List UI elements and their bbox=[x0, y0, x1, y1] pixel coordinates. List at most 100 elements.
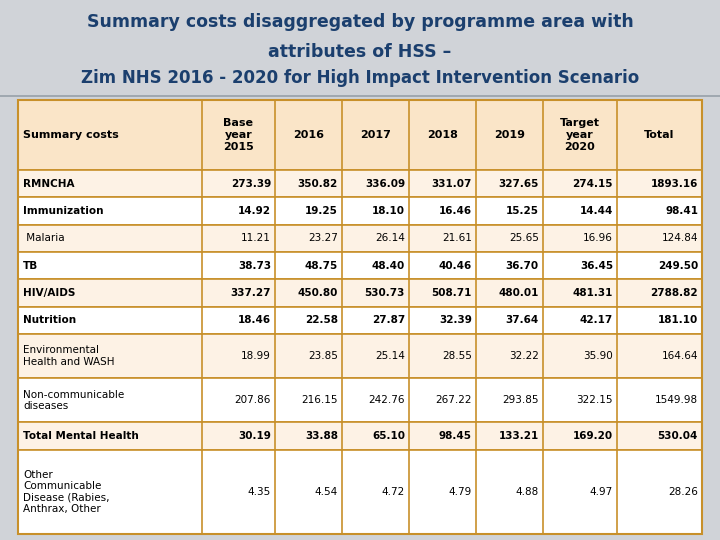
Text: 18.46: 18.46 bbox=[238, 315, 271, 326]
Text: 23.27: 23.27 bbox=[308, 233, 338, 244]
Text: 28.26: 28.26 bbox=[668, 487, 698, 497]
Text: 18.99: 18.99 bbox=[241, 351, 271, 361]
Text: 4.72: 4.72 bbox=[382, 487, 405, 497]
Text: 48.40: 48.40 bbox=[372, 261, 405, 271]
Text: Environmental
Health and WASH: Environmental Health and WASH bbox=[23, 346, 114, 367]
Text: 331.07: 331.07 bbox=[431, 179, 472, 188]
Text: 249.50: 249.50 bbox=[658, 261, 698, 271]
Text: 450.80: 450.80 bbox=[297, 288, 338, 298]
Text: Nutrition: Nutrition bbox=[23, 315, 76, 326]
Text: 530.73: 530.73 bbox=[364, 288, 405, 298]
Bar bbox=[18, 252, 702, 279]
Bar bbox=[0, 0, 720, 95]
Text: 207.86: 207.86 bbox=[235, 395, 271, 406]
Text: 124.84: 124.84 bbox=[662, 233, 698, 244]
Text: 1549.98: 1549.98 bbox=[655, 395, 698, 406]
Text: 38.73: 38.73 bbox=[238, 261, 271, 271]
Text: Other
Communicable
Disease (Rabies,
Anthrax, Other: Other Communicable Disease (Rabies, Anth… bbox=[23, 469, 109, 514]
Text: 16.96: 16.96 bbox=[583, 233, 613, 244]
Text: 98.41: 98.41 bbox=[665, 206, 698, 216]
Text: 169.20: 169.20 bbox=[573, 431, 613, 441]
Text: 4.54: 4.54 bbox=[315, 487, 338, 497]
Text: Base
year
2015: Base year 2015 bbox=[223, 118, 253, 152]
Text: Summary costs disaggregated by programme area with: Summary costs disaggregated by programme… bbox=[86, 13, 634, 31]
Text: 164.64: 164.64 bbox=[662, 351, 698, 361]
Text: 19.25: 19.25 bbox=[305, 206, 338, 216]
Text: 18.10: 18.10 bbox=[372, 206, 405, 216]
Text: 32.39: 32.39 bbox=[439, 315, 472, 326]
Text: 133.21: 133.21 bbox=[499, 431, 539, 441]
Text: Immunization: Immunization bbox=[23, 206, 104, 216]
Bar bbox=[18, 307, 702, 334]
Bar bbox=[18, 197, 702, 225]
Bar bbox=[18, 279, 702, 307]
Text: 242.76: 242.76 bbox=[369, 395, 405, 406]
Text: 22.58: 22.58 bbox=[305, 315, 338, 326]
Text: 181.10: 181.10 bbox=[658, 315, 698, 326]
Text: 267.22: 267.22 bbox=[436, 395, 472, 406]
Text: 40.46: 40.46 bbox=[438, 261, 472, 271]
Text: RMNCHA: RMNCHA bbox=[23, 179, 74, 188]
Text: 481.31: 481.31 bbox=[572, 288, 613, 298]
Text: 336.09: 336.09 bbox=[365, 179, 405, 188]
Text: 337.27: 337.27 bbox=[230, 288, 271, 298]
Text: 1893.16: 1893.16 bbox=[651, 179, 698, 188]
Text: TB: TB bbox=[23, 261, 38, 271]
Bar bbox=[18, 334, 702, 379]
Text: 350.82: 350.82 bbox=[298, 179, 338, 188]
Text: 4.88: 4.88 bbox=[516, 487, 539, 497]
Text: 273.39: 273.39 bbox=[231, 179, 271, 188]
Text: 28.55: 28.55 bbox=[442, 351, 472, 361]
Text: 36.70: 36.70 bbox=[505, 261, 539, 271]
Text: 327.65: 327.65 bbox=[498, 179, 539, 188]
Text: 216.15: 216.15 bbox=[302, 395, 338, 406]
Text: Zim NHS 2016 - 2020 for High Impact Intervention Scenario: Zim NHS 2016 - 2020 for High Impact Inte… bbox=[81, 69, 639, 87]
Text: HIV/AIDS: HIV/AIDS bbox=[23, 288, 76, 298]
Text: 293.85: 293.85 bbox=[503, 395, 539, 406]
Text: 4.97: 4.97 bbox=[590, 487, 613, 497]
Text: 2016: 2016 bbox=[293, 130, 324, 140]
Text: 25.65: 25.65 bbox=[509, 233, 539, 244]
Text: 27.87: 27.87 bbox=[372, 315, 405, 326]
Text: 35.90: 35.90 bbox=[583, 351, 613, 361]
Bar bbox=[18, 225, 702, 252]
Bar bbox=[18, 422, 702, 450]
Bar bbox=[18, 100, 702, 534]
Text: 21.61: 21.61 bbox=[442, 233, 472, 244]
Text: 33.88: 33.88 bbox=[305, 431, 338, 441]
Text: Summary costs: Summary costs bbox=[23, 130, 119, 140]
Text: 508.71: 508.71 bbox=[431, 288, 472, 298]
Text: 322.15: 322.15 bbox=[577, 395, 613, 406]
Text: 2019: 2019 bbox=[494, 130, 525, 140]
Text: 2017: 2017 bbox=[360, 130, 391, 140]
Text: attributes of HSS –: attributes of HSS – bbox=[269, 43, 451, 61]
Bar bbox=[18, 170, 702, 197]
Text: 42.17: 42.17 bbox=[580, 315, 613, 326]
Text: 48.75: 48.75 bbox=[305, 261, 338, 271]
Text: Non-communicable
diseases: Non-communicable diseases bbox=[23, 389, 125, 411]
Text: 30.19: 30.19 bbox=[238, 431, 271, 441]
Text: 11.21: 11.21 bbox=[241, 233, 271, 244]
Bar bbox=[18, 379, 702, 422]
Text: Total: Total bbox=[644, 130, 675, 140]
Text: 25.14: 25.14 bbox=[375, 351, 405, 361]
Text: 23.85: 23.85 bbox=[308, 351, 338, 361]
Text: 37.64: 37.64 bbox=[505, 315, 539, 326]
Bar bbox=[18, 100, 702, 170]
Text: 65.10: 65.10 bbox=[372, 431, 405, 441]
Text: Target
year
2020: Target year 2020 bbox=[560, 118, 600, 152]
Text: 4.79: 4.79 bbox=[449, 487, 472, 497]
Text: 14.44: 14.44 bbox=[580, 206, 613, 216]
Text: Malaria: Malaria bbox=[23, 233, 65, 244]
Text: 274.15: 274.15 bbox=[572, 179, 613, 188]
Text: 16.46: 16.46 bbox=[438, 206, 472, 216]
Bar bbox=[18, 450, 702, 534]
Text: 26.14: 26.14 bbox=[375, 233, 405, 244]
Text: 36.45: 36.45 bbox=[580, 261, 613, 271]
Text: 2788.82: 2788.82 bbox=[650, 288, 698, 298]
Text: Total Mental Health: Total Mental Health bbox=[23, 431, 139, 441]
Bar bbox=[0, 95, 720, 97]
Text: 32.22: 32.22 bbox=[509, 351, 539, 361]
Text: 98.45: 98.45 bbox=[439, 431, 472, 441]
Text: 14.92: 14.92 bbox=[238, 206, 271, 216]
